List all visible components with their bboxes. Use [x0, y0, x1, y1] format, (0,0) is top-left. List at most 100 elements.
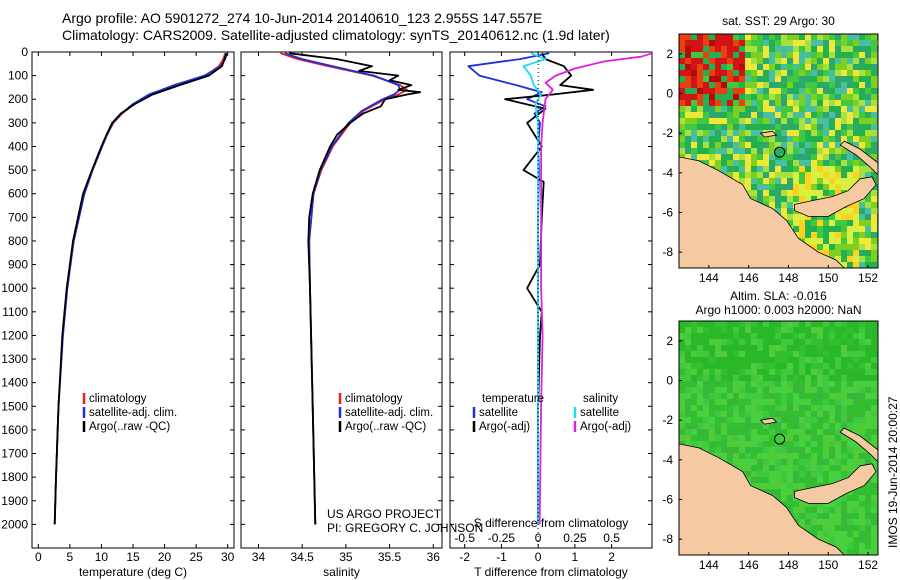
map-cell [871, 351, 877, 357]
map-cell [709, 76, 715, 82]
map-cell [871, 130, 877, 136]
map-cell [721, 82, 727, 88]
map-cell [727, 351, 733, 357]
map-cell [733, 447, 739, 453]
map-cell [763, 447, 769, 453]
map-cell [769, 453, 775, 459]
map-cell [817, 369, 823, 375]
map-cell [865, 196, 871, 202]
map-cell [847, 459, 853, 465]
map-cell [829, 166, 835, 172]
map-cell [805, 405, 811, 411]
map-cell [685, 82, 691, 88]
map-cell [823, 244, 829, 250]
map-cell [775, 136, 781, 142]
credit-line-2: PI: GREGORY C. JOHNSON [327, 521, 483, 535]
map-cell [853, 357, 859, 363]
map-cell [847, 238, 853, 244]
map-cell [799, 76, 805, 82]
map-cell [841, 226, 847, 232]
map-cell [751, 88, 757, 94]
map-cell [697, 381, 703, 387]
map-cell [835, 40, 841, 46]
map-cell [691, 52, 697, 58]
map-cell [757, 118, 763, 124]
map-cell [811, 465, 817, 471]
map-cell [715, 333, 721, 339]
map-cell [679, 369, 685, 375]
map-cell [739, 435, 745, 441]
map-cell [727, 333, 733, 339]
map-cell [715, 381, 721, 387]
map-cell [709, 118, 715, 124]
map-cell [697, 52, 703, 58]
map-cell [721, 393, 727, 399]
map-cell [769, 333, 775, 339]
map-cell [721, 76, 727, 82]
map-cell [859, 429, 865, 435]
map-cell [835, 429, 841, 435]
map-cell [727, 94, 733, 100]
map-cell [847, 543, 853, 549]
map-cell [787, 130, 793, 136]
map-cell [823, 238, 829, 244]
map-cell [757, 94, 763, 100]
map-cell [757, 196, 763, 202]
map-y-tick-label: 2 [666, 47, 673, 61]
map-cell [769, 172, 775, 178]
map-cell [769, 166, 775, 172]
map-cell [841, 465, 847, 471]
map-cell [721, 124, 727, 130]
map-cell [739, 124, 745, 130]
map-cell [739, 70, 745, 76]
map-cell [679, 82, 685, 88]
map-cell [739, 441, 745, 447]
map-cell [865, 52, 871, 58]
map-cell [835, 441, 841, 447]
map-cell [703, 405, 709, 411]
map-cell [829, 375, 835, 381]
x-tick-label: -2 [459, 550, 470, 564]
map-cell [871, 46, 877, 52]
map-cell [763, 465, 769, 471]
map-cell [769, 34, 775, 40]
map-cell [691, 429, 697, 435]
map-cell [871, 100, 877, 106]
map-y-tick-label: -2 [662, 126, 673, 140]
map-cell [853, 256, 859, 262]
map-cell [727, 399, 733, 405]
map-cell [823, 52, 829, 58]
map-cell [841, 459, 847, 465]
map-cell [757, 124, 763, 130]
map-cell [781, 130, 787, 136]
map-cell [745, 339, 751, 345]
map-cell [835, 160, 841, 166]
map-cell [769, 369, 775, 375]
map-cell [757, 58, 763, 64]
map-cell [865, 489, 871, 495]
map-cell [817, 40, 823, 46]
map-cell [697, 130, 703, 136]
map-cell [745, 100, 751, 106]
map-cell [817, 525, 823, 531]
map-cell [679, 327, 685, 333]
map-cell [721, 363, 727, 369]
map-cell [781, 471, 787, 477]
map-cell [787, 58, 793, 64]
map-cell [775, 184, 781, 190]
series-line-argo-raw-qc- [288, 52, 422, 525]
map-cell [799, 327, 805, 333]
map-cell [769, 136, 775, 142]
map-cell [865, 333, 871, 339]
map-cell [739, 327, 745, 333]
map-cell [775, 471, 781, 477]
map-cell [865, 136, 871, 142]
map-cell [775, 339, 781, 345]
map-cell [763, 196, 769, 202]
map-cell [781, 411, 787, 417]
map-cell [793, 333, 799, 339]
map-cell [745, 459, 751, 465]
map-cell [805, 333, 811, 339]
map-cell [841, 64, 847, 70]
map-cell [817, 453, 823, 459]
